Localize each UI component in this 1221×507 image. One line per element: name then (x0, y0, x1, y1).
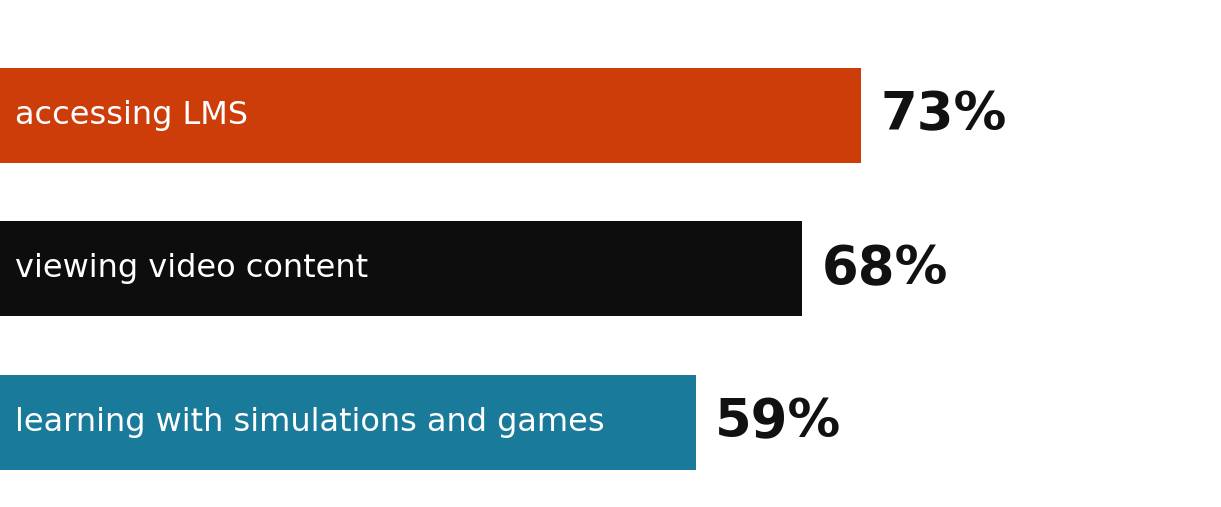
Bar (0, 67, 861, 163)
Text: learning with simulations and games: learning with simulations and games (16, 407, 606, 438)
Text: 73%: 73% (880, 89, 1007, 141)
Text: viewing video content: viewing video content (16, 254, 369, 284)
Bar (0, 375, 696, 470)
Text: accessing LMS: accessing LMS (16, 100, 248, 131)
Text: 68%: 68% (822, 243, 947, 295)
Bar (0, 221, 802, 316)
Text: 59%: 59% (716, 396, 841, 449)
